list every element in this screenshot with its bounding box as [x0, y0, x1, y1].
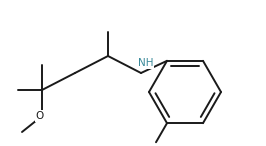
Text: O: O	[36, 111, 44, 121]
Text: NH: NH	[138, 58, 154, 68]
